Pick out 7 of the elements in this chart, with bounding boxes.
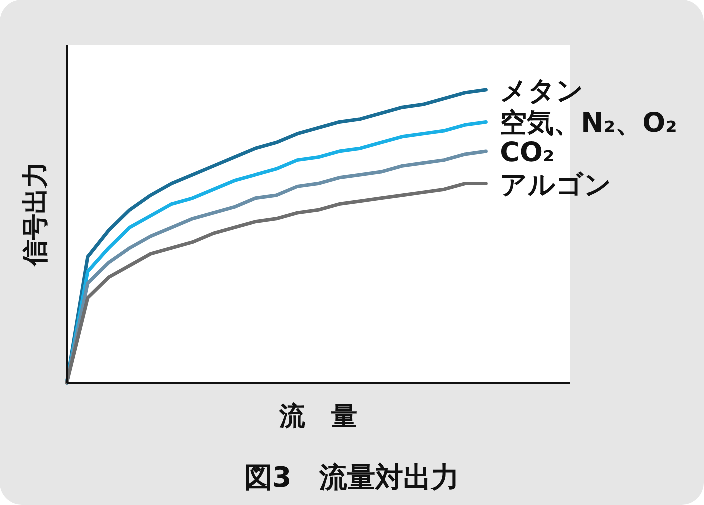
x-axis-title: 流 量 (278, 402, 358, 432)
y-axis-title: 信号出力 (21, 162, 51, 267)
text: 図3 流量対出力 (244, 461, 460, 494)
series-label: アルゴン (500, 170, 612, 201)
series-label: CO₂ (500, 138, 555, 169)
series-label: メタン (500, 76, 584, 107)
series-label: 空気、N₂、O₂ (500, 108, 678, 140)
